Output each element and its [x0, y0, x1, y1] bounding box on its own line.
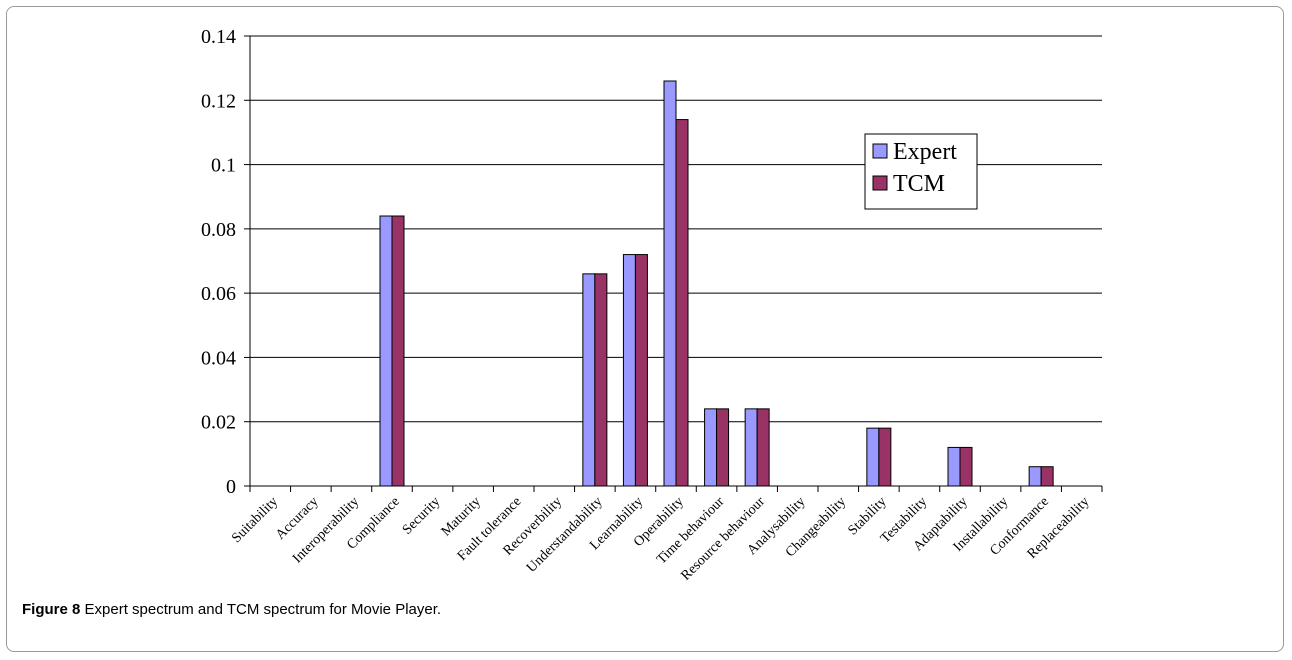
bars [379, 80, 1054, 487]
legend-swatch-tcm [872, 175, 888, 191]
y-tick-label: 0.14 [201, 26, 236, 48]
legend: Expert TCM [864, 133, 978, 210]
bar-tcm-compliance [391, 215, 405, 487]
legend-swatch-expert [872, 143, 888, 159]
bar-expert-learnability [622, 254, 636, 487]
y-tick-label: 0.12 [201, 90, 236, 112]
y-tick-label: 0.06 [201, 283, 236, 305]
y-tick-label: 0 [226, 476, 236, 498]
y-tick-label: 0.08 [201, 219, 236, 241]
y-tick-label: 0.04 [201, 347, 236, 369]
bar-tcm-resource-behaviour [756, 408, 770, 487]
y-axis-ticks: 0 0.02 0.04 0.06 0.08 0.1 0.12 0.14 [201, 26, 250, 498]
bar-tcm-adaptability [959, 446, 973, 487]
caption-text: Expert spectrum and TCM spectrum for Mov… [84, 601, 442, 618]
legend-label-tcm: TCM [893, 171, 945, 197]
x-tick-label: Security [400, 494, 444, 538]
x-axis-ticks: SuitabilityAccuracyInteroperabilityCompl… [229, 486, 1093, 584]
bar-chart: 0 0.02 0.04 0.06 0.08 0.1 0.12 0.14 Suitability… [201, 26, 1103, 584]
x-tick-label: Suitability [229, 494, 281, 546]
y-tick-label: 0.1 [211, 155, 236, 177]
x-tick-label: Understandability [524, 494, 606, 576]
bar-expert-adaptability [947, 446, 961, 487]
bar-expert-time-behaviour [704, 408, 718, 487]
bar-tcm-operability [675, 119, 689, 487]
axes [249, 36, 1103, 492]
bar-tcm-conformance [1040, 466, 1054, 487]
figure-frame [6, 6, 1284, 652]
bar-tcm-learnability [634, 254, 648, 487]
y-tick-label: 0.02 [201, 412, 236, 434]
bar-expert-conformance [1028, 466, 1042, 487]
legend-label-expert: Expert [893, 139, 957, 165]
bar-expert-resource-behaviour [744, 408, 758, 487]
figure-caption: Figure 8 Expert spectrum and TCM spectru… [22, 601, 441, 618]
bar-expert-operability [663, 80, 677, 487]
bar-expert-understandability [582, 273, 596, 487]
bar-expert-stability [866, 427, 880, 487]
bar-tcm-time-behaviour [716, 408, 730, 487]
bar-tcm-stability [878, 427, 892, 487]
bar-tcm-understandability [594, 273, 608, 487]
caption-label: Figure 8 [22, 601, 81, 618]
bar-expert-compliance [379, 215, 393, 487]
